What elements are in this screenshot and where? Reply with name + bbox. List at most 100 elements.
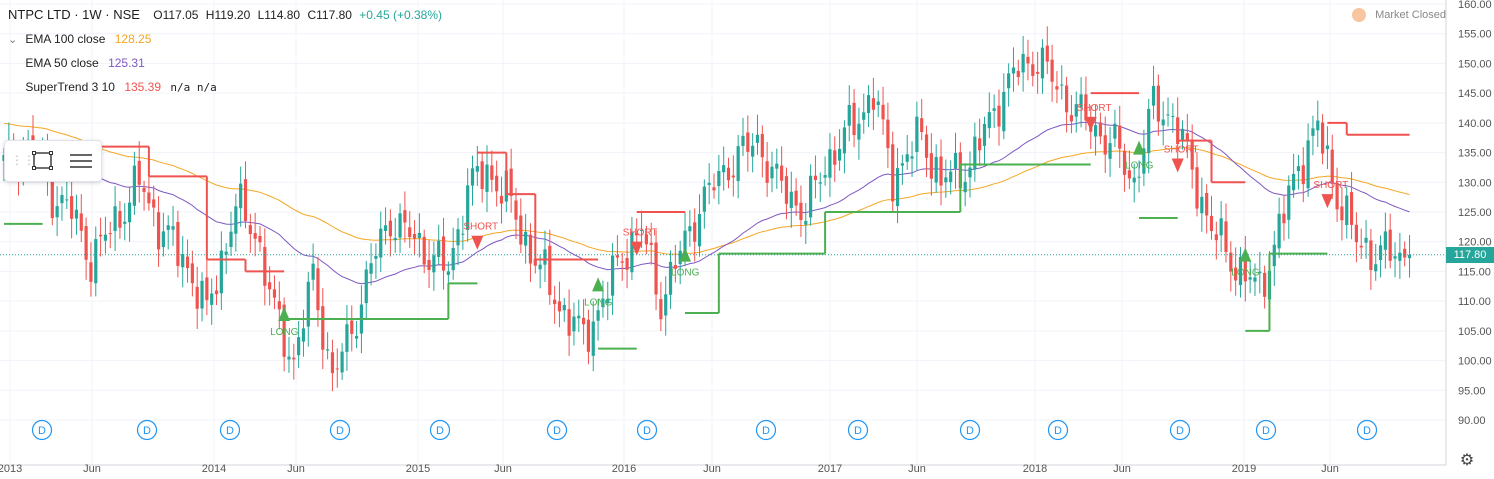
candle (1209, 195, 1214, 240)
candle (736, 134, 740, 199)
candle (813, 155, 818, 199)
candle (572, 302, 576, 346)
candle (659, 281, 663, 332)
candle (99, 217, 103, 257)
price-axis[interactable]: 160.00 155.00 150.00 145.00 140.00 135.00 130.… (1445, 0, 1494, 474)
candle (644, 225, 648, 255)
indicator-supertrend[interactable]: SuperTrend 3 10 135.39 n/a n/a (8, 80, 216, 94)
candle (953, 132, 958, 189)
lines-menu-icon[interactable] (67, 147, 95, 175)
candle (1224, 203, 1228, 263)
time-tick-label: Jun (287, 463, 305, 474)
candle (1171, 103, 1175, 133)
candle (760, 125, 764, 178)
candle (794, 178, 798, 216)
candle (1369, 229, 1373, 290)
candle (1031, 51, 1035, 87)
candle (615, 235, 620, 267)
candle (1306, 123, 1310, 197)
candle (799, 185, 803, 238)
candle (982, 116, 987, 166)
candle (1219, 201, 1223, 253)
ema50-line (3, 121, 1410, 285)
indicator-ema50[interactable]: EMA 50 close 125.31 (8, 56, 144, 70)
supertrend-line (4, 92, 1410, 350)
candle (625, 238, 629, 289)
candle (316, 256, 320, 327)
candle (1127, 150, 1131, 189)
candle (697, 194, 702, 257)
candle (1137, 160, 1141, 193)
candle (147, 172, 151, 211)
candle (1248, 261, 1252, 294)
candle (374, 243, 378, 279)
candle (823, 156, 827, 186)
indicator-value: 128.25 (114, 32, 152, 46)
candle (239, 166, 243, 227)
candle (1060, 65, 1064, 100)
svg-text:D: D (436, 425, 444, 437)
rectangle-select-icon[interactable] (29, 147, 57, 175)
candle (1364, 219, 1368, 259)
candle (1069, 95, 1074, 134)
market-status: Market Closed (1352, 8, 1446, 22)
candle (1214, 221, 1218, 260)
price-tick-label: 110.00 (1458, 296, 1491, 308)
candle (702, 179, 706, 229)
ema100-path (3, 123, 1410, 255)
time-tick-label: Jun (908, 463, 926, 474)
candle (229, 211, 233, 256)
candle (335, 348, 339, 388)
open-value: O117.05 (153, 8, 199, 22)
candle (789, 171, 793, 228)
symbol-title[interactable]: NTPC LTD · 1W · NSE (8, 7, 140, 22)
candle (311, 243, 315, 291)
candle (519, 198, 523, 254)
svg-text:LONG: LONG (1125, 161, 1154, 172)
collapse-chevron-icon[interactable]: ⌄ (8, 34, 18, 46)
candle (412, 220, 417, 256)
candles (2, 26, 1412, 392)
close-value: C117.80 (307, 8, 352, 22)
drag-handle-icon[interactable]: ⋮⋮ (11, 153, 35, 167)
candle (1393, 242, 1397, 278)
candle (591, 301, 595, 372)
dividend-marker: D (1047, 419, 1069, 441)
gear-icon[interactable]: ⚙ (1459, 452, 1475, 469)
candle (118, 201, 122, 239)
candle (1374, 244, 1378, 281)
candle (601, 280, 605, 318)
candle (654, 229, 658, 311)
indicator-ema100[interactable]: ⌄ EMA 100 close 128.25 (8, 32, 151, 46)
candle (272, 275, 277, 310)
candle (842, 120, 847, 174)
candle (1103, 116, 1107, 174)
time-tick-label: Jun (1321, 463, 1339, 474)
candle (321, 288, 325, 370)
svg-text:LONG: LONG (1231, 268, 1260, 279)
candle (1040, 39, 1045, 94)
candle (649, 222, 653, 265)
time-axis[interactable]: 2013 Jun 2014 Jun 2015 Jun 2016 Jun 2017 Jun 2018 J… (0, 463, 1446, 475)
candle (1176, 97, 1180, 164)
candle (944, 159, 948, 198)
price-tick-label: 105.00 (1458, 326, 1492, 338)
time-tick-label: Jun (494, 463, 512, 474)
candle (524, 213, 528, 264)
floating-toolbar[interactable]: ⋮⋮ (4, 140, 102, 182)
candle (205, 258, 209, 316)
candle (707, 163, 711, 205)
candle (1142, 129, 1146, 187)
dividend-marker: D (136, 419, 158, 441)
candle (1132, 163, 1136, 203)
dividend-marker: D (219, 419, 241, 441)
candle (818, 172, 822, 202)
candle (268, 266, 272, 306)
candle (997, 89, 1001, 146)
candle (1118, 105, 1122, 168)
candle (1282, 195, 1286, 241)
candle (548, 229, 552, 305)
svg-text:D: D (643, 425, 651, 437)
